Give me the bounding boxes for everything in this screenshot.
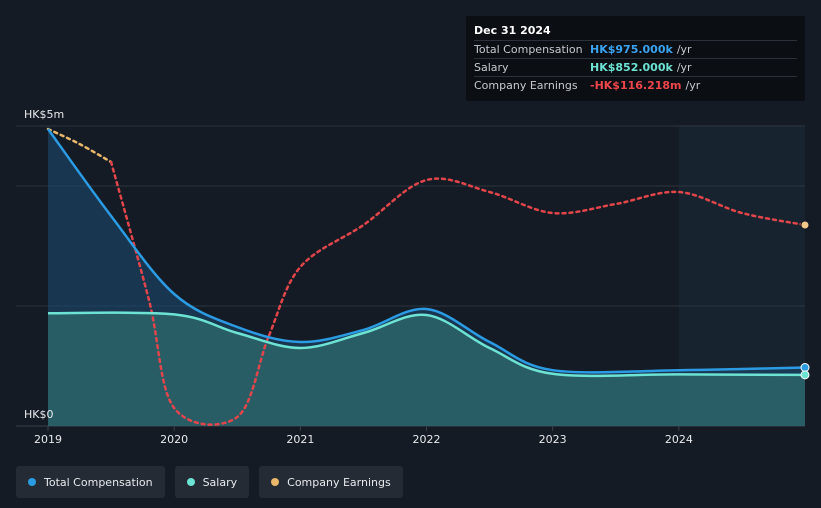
- salary-end-marker: [800, 370, 810, 380]
- x-tick-label: 2020: [160, 433, 188, 446]
- total-compensation-line: [46, 128, 806, 374]
- legend-label: Salary: [202, 475, 238, 489]
- tooltip-label: Salary: [474, 61, 509, 74]
- company-earnings-line: [109, 160, 807, 426]
- tooltip-label: Total Compensation: [474, 43, 583, 56]
- tooltip-unit: /yr: [685, 79, 701, 92]
- legend-label: Company Earnings: [287, 475, 391, 489]
- legend: Total Compensation Salary Company Earnin…: [16, 466, 403, 498]
- y-tick-label-bottom: HK$0: [24, 408, 53, 421]
- end-markers: [800, 220, 810, 380]
- tooltip-value: HK$852.000k: [590, 61, 673, 74]
- legend-label: Total Compensation: [44, 475, 153, 489]
- tooltip-value: HK$975.000k: [590, 43, 673, 56]
- tooltip-unit: /yr: [676, 61, 692, 74]
- salary-line: [47, 311, 806, 378]
- salary-area: [48, 312, 805, 426]
- total-compensation-end-marker: [800, 363, 810, 372]
- x-tick-label: 2019: [34, 433, 62, 446]
- tooltip-row-company-earnings: Company Earnings -HK$116.218m /yr: [474, 76, 797, 94]
- tooltip-value: -HK$116.218m: [590, 79, 682, 92]
- legend-dot-icon: [28, 478, 36, 486]
- x-tick-label: 2022: [413, 433, 441, 446]
- tooltip-row-salary: Salary HK$852.000k /yr: [474, 58, 797, 76]
- legend-item-total-compensation[interactable]: Total Compensation: [16, 466, 165, 498]
- tooltip-label: Company Earnings: [474, 79, 578, 92]
- legend-dot-icon: [271, 478, 280, 486]
- y-tick-label-top: HK$5m: [24, 108, 64, 121]
- legend-item-company-earnings[interactable]: Company Earnings: [259, 466, 403, 498]
- tooltip-date: Dec 31 2024: [474, 24, 551, 37]
- legend-dot-icon: [186, 478, 195, 486]
- x-axis-labels: 2019 2020 2021 2022 2023 2024: [34, 426, 693, 446]
- x-tick-label: 2024: [665, 433, 693, 446]
- area-fills: [48, 129, 805, 426]
- company-earnings-end-marker: [800, 220, 810, 230]
- legend-item-salary[interactable]: Salary: [174, 466, 250, 498]
- x-tick-label: 2023: [539, 433, 567, 446]
- series-lines: [46, 127, 807, 426]
- x-tick-label: 2021: [286, 433, 314, 446]
- company-earnings-line-early: [46, 127, 113, 164]
- y-axis-labels: HK$5m HK$0: [24, 108, 64, 421]
- tooltip-row-total-compensation: Total Compensation HK$975.000k /yr: [474, 40, 797, 58]
- tooltip-unit: /yr: [676, 43, 692, 56]
- tooltip: Dec 31 2024 Total Compensation HK$975.00…: [466, 16, 805, 101]
